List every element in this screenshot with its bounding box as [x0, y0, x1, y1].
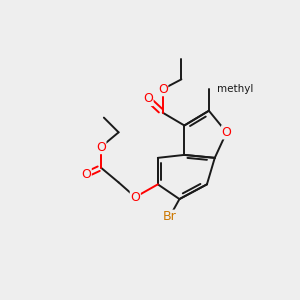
Text: O: O [130, 190, 140, 204]
Text: O: O [158, 82, 168, 96]
Text: O: O [81, 168, 91, 181]
Text: methyl: methyl [217, 84, 253, 94]
Text: O: O [143, 92, 153, 106]
Text: Br: Br [163, 210, 176, 223]
Text: O: O [222, 126, 232, 139]
Text: O: O [96, 141, 106, 154]
